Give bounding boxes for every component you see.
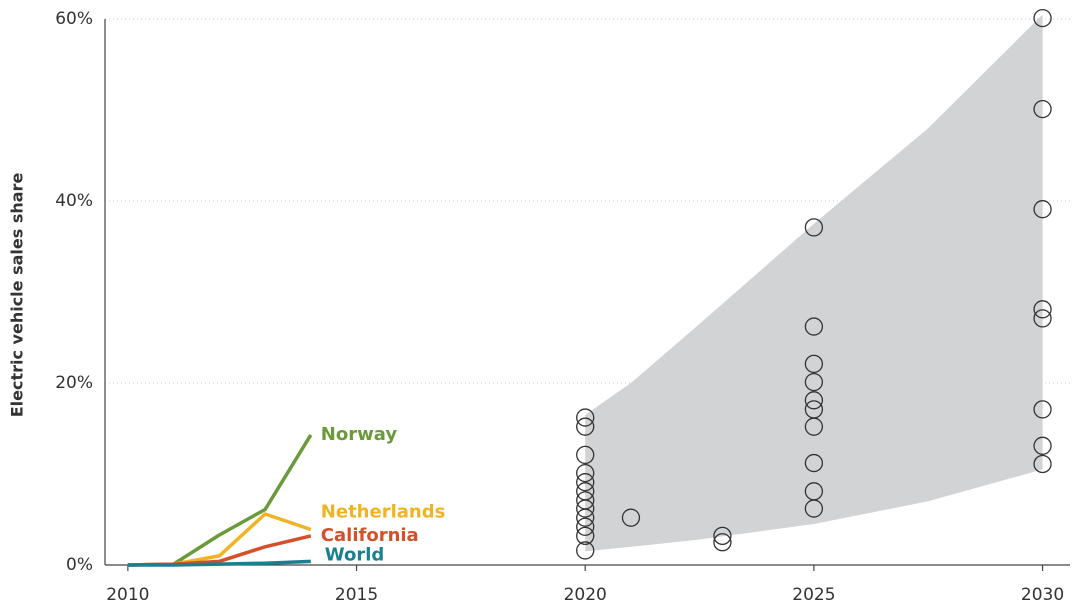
target-point: [804, 218, 824, 237]
target-point: [621, 508, 641, 527]
target-point: [576, 526, 595, 546]
target-point: [804, 417, 824, 436]
x-tick-label: 2025: [792, 585, 835, 605]
target-point: [804, 499, 824, 518]
y-tick-label: 0%: [66, 555, 93, 575]
target-point: [576, 541, 595, 560]
line: [127, 559, 311, 567]
series-label: Norway: [321, 424, 398, 445]
target-point: [713, 526, 732, 546]
target-point: [576, 517, 595, 536]
line: [127, 534, 312, 567]
target-point: [804, 372, 824, 392]
target-point: [1033, 99, 1052, 119]
target-point: [1033, 309, 1052, 328]
line: [127, 512, 312, 567]
target-point: [1033, 200, 1052, 219]
y-tick-label: 60%: [55, 9, 93, 29]
x-tick-label: 2020: [564, 585, 607, 605]
target-point: [713, 533, 732, 552]
target-point: [576, 499, 595, 518]
series-label: World: [325, 544, 385, 565]
target-point: [1033, 300, 1052, 319]
target-point: [804, 317, 824, 336]
range-band: [585, 14, 1043, 552]
y-tick-label: 20%: [55, 373, 93, 393]
target-point: [576, 463, 595, 483]
target-point: [576, 445, 595, 465]
x-tick-label: 2010: [106, 585, 149, 605]
target-point: [576, 508, 595, 527]
target-point: [804, 354, 824, 374]
target-point: [804, 391, 824, 410]
x-tick-label: 2015: [335, 585, 378, 605]
target-point: [1033, 454, 1052, 474]
y-tick-label: 40%: [55, 191, 93, 211]
target-point: [1033, 436, 1052, 455]
line: [127, 433, 313, 567]
y-axis-label: Electric vehicle sales share: [8, 173, 27, 418]
target-point: [576, 417, 595, 436]
series-label: California: [321, 525, 419, 546]
target-point: [576, 408, 595, 427]
target-point: [1033, 400, 1052, 419]
target-point: [804, 453, 824, 473]
series-label: Netherlands: [321, 502, 446, 523]
target-point: [1033, 8, 1052, 28]
x-tick-label: 2030: [1021, 585, 1064, 605]
target-point: [576, 473, 595, 492]
